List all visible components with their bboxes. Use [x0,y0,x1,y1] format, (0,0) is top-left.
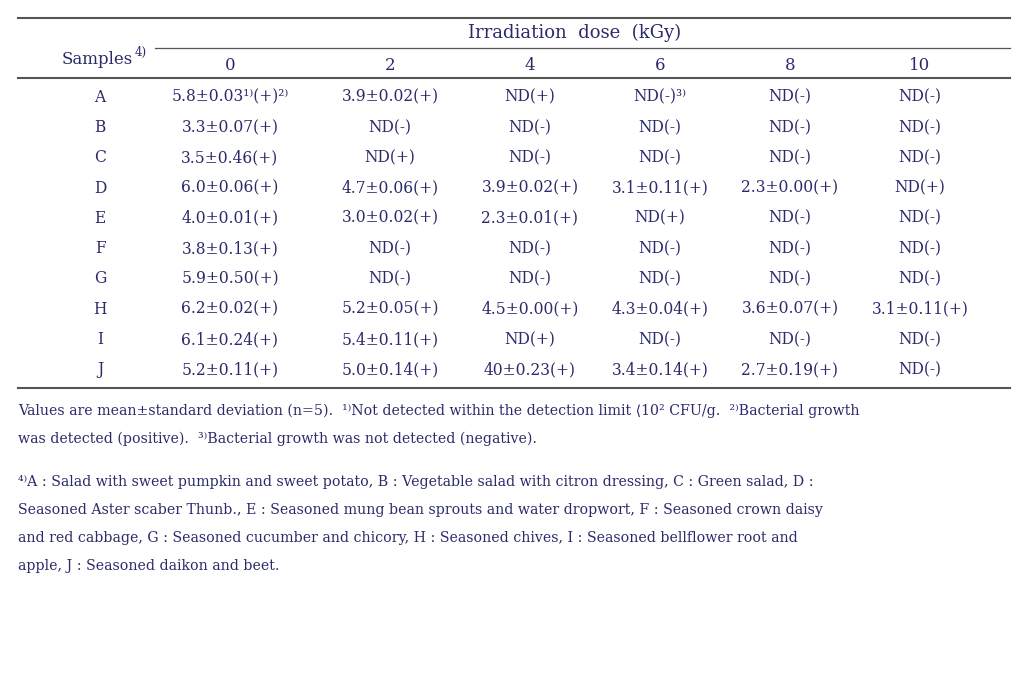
Text: was detected (positive).  ³⁾Bacterial growth was not detected (negative).: was detected (positive). ³⁾Bacterial gro… [19,432,537,447]
Text: 10: 10 [910,57,930,74]
Text: 4.7±0.06(+): 4.7±0.06(+) [341,179,439,196]
Text: ND(+): ND(+) [365,149,415,166]
Text: Irradiation  dose  (kGy): Irradiation dose (kGy) [469,24,682,42]
Text: ND(-): ND(-) [898,361,942,379]
Text: 5.2±0.11(+): 5.2±0.11(+) [181,361,279,379]
Text: 6.1±0.24(+): 6.1±0.24(+) [182,331,279,348]
Text: 3.3±0.07(+): 3.3±0.07(+) [182,119,279,136]
Text: A: A [95,89,106,106]
Text: ND(-): ND(-) [509,271,551,287]
Text: ND(-): ND(-) [769,331,811,348]
Text: 3.4±0.14(+): 3.4±0.14(+) [612,361,708,379]
Text: ND(+): ND(+) [894,179,946,196]
Text: 5.2±0.05(+): 5.2±0.05(+) [341,301,439,318]
Text: 3.9±0.02(+): 3.9±0.02(+) [481,179,579,196]
Text: 2.7±0.19(+): 2.7±0.19(+) [741,361,839,379]
Text: C: C [95,149,106,166]
Text: 5.9±0.50(+): 5.9±0.50(+) [181,271,279,287]
Text: 6: 6 [655,57,665,74]
Text: 6.0±0.06(+): 6.0±0.06(+) [181,179,279,196]
Text: ND(-): ND(-) [509,149,551,166]
Text: 5.0±0.14(+): 5.0±0.14(+) [341,361,439,379]
Text: ND(+): ND(+) [505,89,555,106]
Text: ND(-): ND(-) [898,210,942,227]
Text: 2.3±0.00(+): 2.3±0.00(+) [741,179,839,196]
Text: 3.0±0.02(+): 3.0±0.02(+) [341,210,439,227]
Text: D: D [94,179,106,196]
Text: ND(-): ND(-) [898,149,942,166]
Text: ND(-): ND(-) [898,271,942,287]
Text: 4.3±0.04(+): 4.3±0.04(+) [612,301,708,318]
Text: ND(-): ND(-) [638,240,682,257]
Text: 4): 4) [135,46,147,59]
Text: 3.1±0.11(+): 3.1±0.11(+) [612,179,708,196]
Text: apple, J : Seasoned daikon and beet.: apple, J : Seasoned daikon and beet. [19,559,280,574]
Text: ND(-): ND(-) [769,271,811,287]
Text: 5.4±0.11(+): 5.4±0.11(+) [341,331,439,348]
Text: 5.8±0.03¹⁾(+)²⁾: 5.8±0.03¹⁾(+)²⁾ [172,89,289,106]
Text: ND(-): ND(-) [368,240,411,257]
Text: 8: 8 [784,57,796,74]
Text: H: H [94,301,107,318]
Text: ND(-): ND(-) [769,240,811,257]
Text: ⁴⁾A : Salad with sweet pumpkin and sweet potato, B : Vegetable salad with citron: ⁴⁾A : Salad with sweet pumpkin and sweet… [19,475,813,490]
Text: ND(-): ND(-) [368,119,411,136]
Text: ND(-): ND(-) [638,271,682,287]
Text: I: I [97,331,103,348]
Text: Seasoned Aster scaber Thunb., E : Seasoned mung bean sprouts and water dropwort,: Seasoned Aster scaber Thunb., E : Season… [19,503,822,518]
Text: 2: 2 [384,57,396,74]
Text: ND(-): ND(-) [509,119,551,136]
Text: ND(-): ND(-) [898,331,942,348]
Text: B: B [95,119,106,136]
Text: F: F [95,240,105,257]
Text: 4: 4 [524,57,536,74]
Text: 3.8±0.13(+): 3.8±0.13(+) [182,240,279,257]
Text: E: E [95,210,106,227]
Text: Values are mean±standard deviation (n=5).  ¹⁾Not detected within the detection l: Values are mean±standard deviation (n=5)… [19,404,859,418]
Text: ND(-): ND(-) [769,210,811,227]
Text: ND(-): ND(-) [769,119,811,136]
Text: ND(-): ND(-) [898,89,942,106]
Text: ND(-): ND(-) [898,240,942,257]
Text: 6.2±0.02(+): 6.2±0.02(+) [181,301,279,318]
Text: ND(-): ND(-) [509,240,551,257]
Text: ND(-): ND(-) [368,271,411,287]
Text: ND(-): ND(-) [769,149,811,166]
Text: 4.0±0.01(+): 4.0±0.01(+) [181,210,279,227]
Text: ND(-): ND(-) [638,331,682,348]
Text: Samples: Samples [62,52,134,68]
Text: 40±0.23(+): 40±0.23(+) [484,361,576,379]
Text: ND(-)³⁾: ND(-)³⁾ [633,89,687,106]
Text: 4.5±0.00(+): 4.5±0.00(+) [481,301,579,318]
Text: and red cabbage, G : Seasoned cucumber and chicory, H : Seasoned chives, I : Sea: and red cabbage, G : Seasoned cucumber a… [19,531,798,546]
Text: ND(-): ND(-) [769,89,811,106]
Text: 3.1±0.11(+): 3.1±0.11(+) [872,301,968,318]
Text: 3.9±0.02(+): 3.9±0.02(+) [341,89,439,106]
Text: 0: 0 [225,57,235,74]
Text: G: G [94,271,106,287]
Text: ND(-): ND(-) [638,149,682,166]
Text: 3.6±0.07(+): 3.6±0.07(+) [741,301,839,318]
Text: ND(+): ND(+) [505,331,555,348]
Text: ND(-): ND(-) [638,119,682,136]
Text: ND(-): ND(-) [898,119,942,136]
Text: 3.5±0.46(+): 3.5±0.46(+) [181,149,279,166]
Text: ND(+): ND(+) [634,210,686,227]
Text: J: J [97,361,103,379]
Text: 2.3±0.01(+): 2.3±0.01(+) [481,210,579,227]
